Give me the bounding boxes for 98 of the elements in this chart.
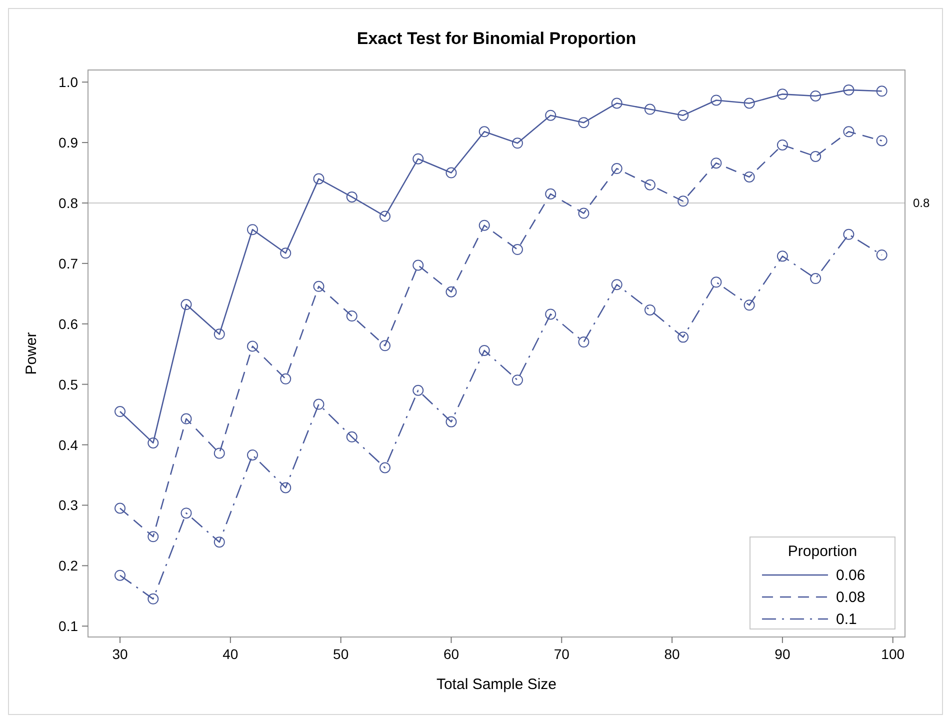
y-tick-label: 0.9 bbox=[58, 134, 78, 151]
point bbox=[214, 536, 225, 548]
x-tick-label: 60 bbox=[443, 646, 460, 662]
point bbox=[545, 308, 556, 320]
point bbox=[412, 260, 424, 271]
y-tick-label: 0.4 bbox=[58, 436, 78, 453]
x-tick-label: 50 bbox=[333, 646, 349, 662]
point bbox=[644, 304, 656, 316]
point bbox=[710, 276, 722, 288]
chart-title: Exact Test for Binomial Proportion bbox=[356, 29, 636, 48]
point bbox=[114, 502, 126, 514]
point bbox=[247, 224, 258, 236]
point bbox=[744, 171, 755, 182]
point bbox=[512, 138, 523, 149]
point bbox=[611, 98, 622, 109]
x-tick-label: 100 bbox=[881, 646, 905, 662]
point bbox=[180, 299, 192, 310]
y-tick-label: 0.3 bbox=[58, 497, 78, 514]
point bbox=[114, 406, 126, 418]
point bbox=[710, 94, 722, 106]
point bbox=[744, 300, 755, 311]
point bbox=[843, 84, 854, 96]
point bbox=[611, 279, 622, 290]
point bbox=[379, 462, 390, 474]
point bbox=[578, 336, 590, 348]
point bbox=[876, 135, 888, 146]
point bbox=[611, 163, 622, 174]
legend-label: 0.1 bbox=[836, 611, 857, 628]
point bbox=[744, 98, 755, 109]
y-tick-label: 0.8 bbox=[58, 194, 78, 211]
point bbox=[446, 416, 457, 428]
x-tick-label: 30 bbox=[112, 646, 128, 662]
point bbox=[446, 167, 457, 178]
point bbox=[313, 280, 324, 292]
x-tick-label: 90 bbox=[774, 646, 790, 662]
y-tick-label: 0.2 bbox=[58, 558, 78, 574]
point bbox=[578, 208, 590, 219]
y-tick-label: 1.0 bbox=[58, 74, 78, 90]
x-axis-title: Total Sample Size bbox=[436, 676, 557, 693]
point bbox=[412, 384, 424, 396]
point bbox=[578, 117, 590, 128]
x-tick-label: 80 bbox=[664, 646, 680, 662]
point bbox=[280, 482, 292, 494]
point bbox=[876, 86, 888, 97]
point bbox=[644, 179, 656, 190]
point bbox=[678, 196, 689, 207]
point bbox=[545, 188, 556, 200]
point bbox=[478, 126, 490, 138]
point bbox=[180, 508, 192, 519]
point bbox=[148, 437, 159, 448]
x-tick-label: 70 bbox=[554, 646, 570, 662]
point bbox=[180, 413, 192, 424]
legend-title: Proportion bbox=[788, 543, 858, 560]
point bbox=[644, 104, 656, 115]
point bbox=[512, 374, 523, 386]
point bbox=[280, 248, 292, 259]
y-axis-title: Power bbox=[23, 332, 40, 375]
ref-line-label: 0.8 bbox=[913, 196, 930, 210]
point bbox=[148, 593, 159, 604]
point bbox=[678, 110, 689, 121]
point bbox=[810, 273, 822, 284]
point bbox=[313, 398, 324, 410]
point bbox=[346, 431, 358, 442]
y-tick-label: 0.7 bbox=[58, 255, 78, 272]
point bbox=[478, 220, 490, 231]
point bbox=[776, 250, 788, 262]
point bbox=[710, 158, 722, 169]
point bbox=[346, 191, 358, 202]
legend-label: 0.08 bbox=[836, 589, 866, 606]
point bbox=[876, 249, 888, 260]
point bbox=[247, 340, 258, 352]
point bbox=[379, 210, 390, 222]
point bbox=[810, 90, 822, 102]
legend-label: 0.06 bbox=[836, 567, 866, 584]
point bbox=[280, 373, 292, 384]
y-tick-label: 0.5 bbox=[58, 376, 78, 392]
point bbox=[313, 173, 324, 184]
point bbox=[776, 88, 788, 100]
y-tick-label: 0.1 bbox=[58, 618, 78, 634]
point bbox=[678, 332, 689, 343]
point bbox=[512, 244, 523, 256]
point bbox=[247, 450, 258, 461]
point bbox=[214, 448, 225, 459]
point bbox=[478, 344, 490, 356]
point bbox=[776, 139, 788, 150]
point bbox=[446, 286, 457, 298]
y-tick-label: 0.6 bbox=[58, 316, 78, 332]
point bbox=[379, 340, 390, 352]
point bbox=[545, 110, 556, 121]
point bbox=[843, 228, 854, 240]
point bbox=[114, 570, 126, 581]
point bbox=[214, 328, 225, 340]
point bbox=[810, 150, 822, 162]
point bbox=[148, 531, 159, 542]
point bbox=[346, 310, 358, 322]
point bbox=[412, 153, 424, 164]
x-tick-label: 40 bbox=[222, 646, 238, 662]
point bbox=[843, 126, 854, 138]
